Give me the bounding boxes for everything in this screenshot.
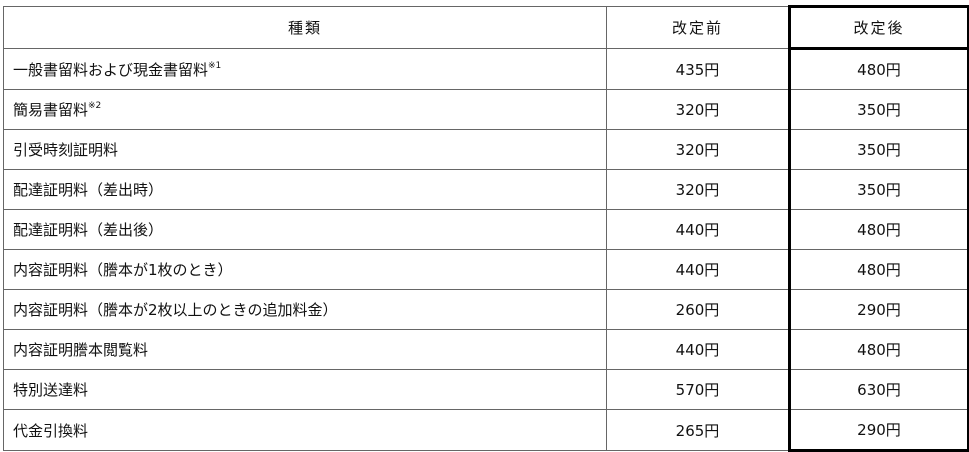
fee-after: 630円 [788,369,969,410]
fee-revision-table: 種類 改定前 改定後 一般書留料および現金書留料※1 435円 480円 簡易書留料※… [3,5,969,452]
header-before: 改定前 [606,6,790,49]
fee-before: 570円 [606,369,790,410]
fee-before: 265円 [606,409,790,451]
fee-before: 440円 [606,249,790,290]
fee-name-text: 内容証明謄本閲覧料 [13,341,149,359]
table-row: 内容証明料（謄本が2枚以上のときの追加料金） 260円 290円 [3,289,969,330]
fee-name: 配達証明料（差出後） [3,209,607,250]
table-row: 一般書留料および現金書留料※1 435円 480円 [3,48,969,90]
fee-after: 480円 [788,48,969,90]
fee-name-text: 簡易書留料 [13,101,89,119]
fee-name: 引受時刻証明料 [3,129,607,170]
fee-before: 440円 [606,209,790,250]
fee-name-text: 配達証明料（差出後） [13,221,164,239]
table-row: 配達証明料（差出時） 320円 350円 [3,169,969,210]
fee-before: 435円 [606,48,790,90]
table-row: 引受時刻証明料 320円 350円 [3,129,969,170]
header-row: 種類 改定前 改定後 [3,5,969,50]
header-after: 改定後 [788,5,969,50]
header-type: 種類 [3,6,607,49]
fee-name-text: 配達証明料（差出時） [13,181,164,199]
table-row: 内容証明謄本閲覧料 440円 480円 [3,329,969,370]
fee-before: 440円 [606,329,790,370]
fee-name: 内容証明料（謄本が1枚のとき） [3,249,607,290]
table-row: 配達証明料（差出後） 440円 480円 [3,209,969,250]
fee-name: 配達証明料（差出時） [3,169,607,210]
fee-after: 350円 [788,89,969,130]
fee-before: 320円 [606,89,790,130]
fee-before: 320円 [606,169,790,210]
fee-after: 480円 [788,329,969,370]
footnote-mark: ※2 [88,101,102,111]
fee-name-text: 特別送達料 [13,381,89,399]
fee-after: 350円 [788,169,969,210]
table-row: 代金引換料 265円 290円 [3,409,969,452]
fee-after: 350円 [788,129,969,170]
fee-before: 320円 [606,129,790,170]
fee-name: 内容証明料（謄本が2枚以上のときの追加料金） [3,289,607,330]
fee-name-text: 内容証明料（謄本が2枚以上のときの追加料金） [13,301,338,319]
fee-name: 代金引換料 [3,409,607,451]
fee-after: 480円 [788,209,969,250]
fee-name: 一般書留料および現金書留料※1 [3,48,607,90]
fee-name-text: 引受時刻証明料 [13,141,119,159]
fee-name-text: 代金引換料 [13,421,89,440]
fee-name-text: 内容証明料（謄本が1枚のとき） [13,261,233,279]
fee-after: 480円 [788,249,969,290]
fee-before: 260円 [606,289,790,330]
table-row: 特別送達料 570円 630円 [3,369,969,410]
fee-name: 特別送達料 [3,369,607,410]
fee-after: 290円 [788,289,969,330]
fee-after: 290円 [788,409,969,452]
footnote-mark: ※1 [208,60,222,71]
fee-name-text: 一般書留料および現金書留料 [13,60,209,79]
fee-name: 内容証明謄本閲覧料 [3,329,607,370]
table-row: 内容証明料（謄本が1枚のとき） 440円 480円 [3,249,969,290]
table-row: 簡易書留料※2 320円 350円 [3,89,969,130]
fee-name: 簡易書留料※2 [3,89,607,130]
